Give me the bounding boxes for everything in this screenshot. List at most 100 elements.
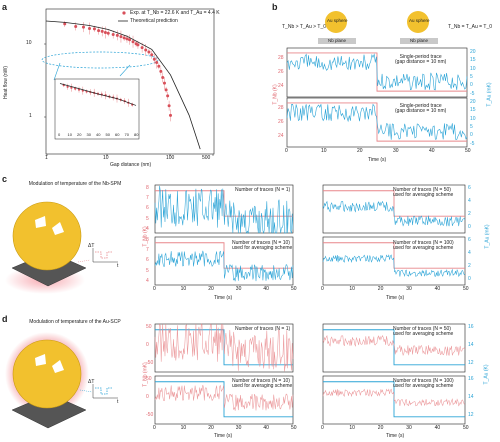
d-traces-step <box>155 329 293 366</box>
b-xtick: 30 <box>393 148 399 154</box>
d-xlabel-right: Time (s) <box>386 433 405 439</box>
b-sphere-left-label: Au sphere <box>327 18 348 23</box>
d-n50: Number of traces (N = 50) used for avera… <box>393 326 454 337</box>
c-ylabel-right: T_Au (mK) <box>484 224 491 249</box>
d-traces-ytick-right: 16 <box>468 324 474 330</box>
d-xlabel-left: Time (s) <box>214 433 233 439</box>
c-traces-ytick-left: 4 <box>146 225 149 232</box>
a-legend-theory: Theoretical prediction <box>130 18 178 24</box>
c-traces-ytick-right: 6 <box>468 185 471 191</box>
a-inset-point <box>127 101 130 104</box>
b-ytick-right: -5 <box>470 90 475 97</box>
a-inset-series <box>59 83 137 107</box>
b-plane-right-label: Nb plane <box>410 38 429 43</box>
c-pulse <box>95 251 113 259</box>
c-traces-trace <box>322 254 466 278</box>
d-traces-ytick-left: -50 <box>146 411 154 418</box>
a-inset-point <box>77 88 81 91</box>
a-xtick-10: 10 <box>103 155 109 161</box>
a-exp-point <box>140 46 144 50</box>
c-traces-ytick-left: 6 <box>146 205 149 212</box>
d-plane <box>11 393 87 429</box>
d-n1: Number of traces (N = 1) <box>235 326 291 332</box>
a-inset-point <box>62 83 65 87</box>
b-ytick-right: 5 <box>470 123 473 130</box>
c-traces-xtick: 0 <box>321 286 324 292</box>
a-exp-point <box>100 29 104 33</box>
a-exp-point <box>164 88 168 92</box>
a-exp-point <box>122 36 126 40</box>
d-traces-ytick-left: 50 <box>146 376 152 382</box>
d-traces-ytick-left: 50 <box>146 324 152 330</box>
panel-b-label: b <box>272 2 278 12</box>
d-traces-xtick: 30 <box>235 425 242 431</box>
c-t-label: t <box>117 263 119 269</box>
d-delta-label: ΔT <box>88 379 95 385</box>
a-inset-point <box>96 92 100 95</box>
a-inset-point <box>112 96 115 99</box>
c-traces-ytick-left: 6 <box>146 257 149 264</box>
d-traces-xtick: 50 <box>463 425 469 431</box>
a-legend-exp: Exp. at T_Nb = 22.6 K and T_Au = 4.4 K <box>130 10 220 16</box>
a-inset-point <box>93 91 96 94</box>
a-xtick-1: 1 <box>45 155 48 161</box>
a-inset-xtick: 70 <box>124 132 129 137</box>
d-n100: Number of traces (N = 100) used for aver… <box>393 378 454 389</box>
c-n100: Number of traces (N = 100) used for aver… <box>393 240 454 251</box>
d-traces-xtick: 40 <box>263 425 269 431</box>
a-inset-xtick: 10 <box>67 132 72 137</box>
d-traces-ytick-right: 14 <box>468 341 474 348</box>
a-inset-xtick: 50 <box>105 132 110 137</box>
a-inset-point <box>70 86 73 89</box>
a-inset-xtick: 30 <box>86 132 91 137</box>
a-inset-theory-line <box>59 83 137 106</box>
b-xlabel: Time (s) <box>368 157 387 163</box>
c-traces-xtick: 50 <box>291 286 297 292</box>
a-inset-point <box>89 91 92 94</box>
d-traces-ytick-right: 16 <box>468 376 474 382</box>
c-plane <box>11 251 87 287</box>
d-traces-xtick: 0 <box>321 425 324 431</box>
b-ytick-left: 28 <box>278 55 284 61</box>
a-exp-point <box>168 113 172 117</box>
c-traces-ytick-left: 4 <box>146 277 149 284</box>
a-inset-xtick: 20 <box>77 132 82 137</box>
b-ytick-right: 10 <box>470 115 476 122</box>
a-exp-point <box>92 27 96 31</box>
b-ytick-right: 20 <box>470 49 476 55</box>
a-exp-point <box>111 33 115 37</box>
a-exp-point <box>150 53 154 57</box>
d-traces-xtick: 40 <box>434 425 441 431</box>
c-traces-ytick-right: 4 <box>468 197 471 204</box>
b-ytick-left: 24 <box>278 83 284 89</box>
c-traces-ytick-left: 7 <box>146 195 149 202</box>
b-ytick-left: 26 <box>278 69 284 75</box>
a-highlight-ellipse <box>41 51 159 69</box>
d-traces-trace <box>322 334 466 356</box>
b-cond-right: T_Nb = T_Au = T_0 <box>448 24 493 30</box>
b-ytick-left: 24 <box>278 133 284 139</box>
d-traces-ytick-right: 12 <box>468 359 474 366</box>
a-inset-xtick: 0 <box>58 132 61 137</box>
c-traces-ytick-left: 5 <box>146 215 149 222</box>
d-title: Modulation of temperature of the Au-SCP <box>29 319 121 325</box>
c-n1: Number of traces (N = 1) <box>235 187 291 193</box>
a-inset-point <box>100 93 103 96</box>
c-traces-xtick: 20 <box>377 286 384 292</box>
a-inset-xtick: 40 <box>96 132 101 137</box>
b-note-2: Single-period trace (gap distance = 10 n… <box>395 103 447 114</box>
d-traces-ytick-right: 12 <box>468 411 474 418</box>
a-xtick-100: 100 <box>166 155 175 161</box>
c-traces-xtick: 30 <box>406 286 412 292</box>
a-exp-point <box>106 31 110 35</box>
a-exp-point <box>81 25 85 29</box>
a-xtick-500: 500 <box>202 155 211 161</box>
a-inset-xtick: 60 <box>115 132 120 137</box>
b-ytick-right: 0 <box>470 82 473 89</box>
b-note-1: Single-period trace (gap distance = 10 n… <box>395 54 447 65</box>
